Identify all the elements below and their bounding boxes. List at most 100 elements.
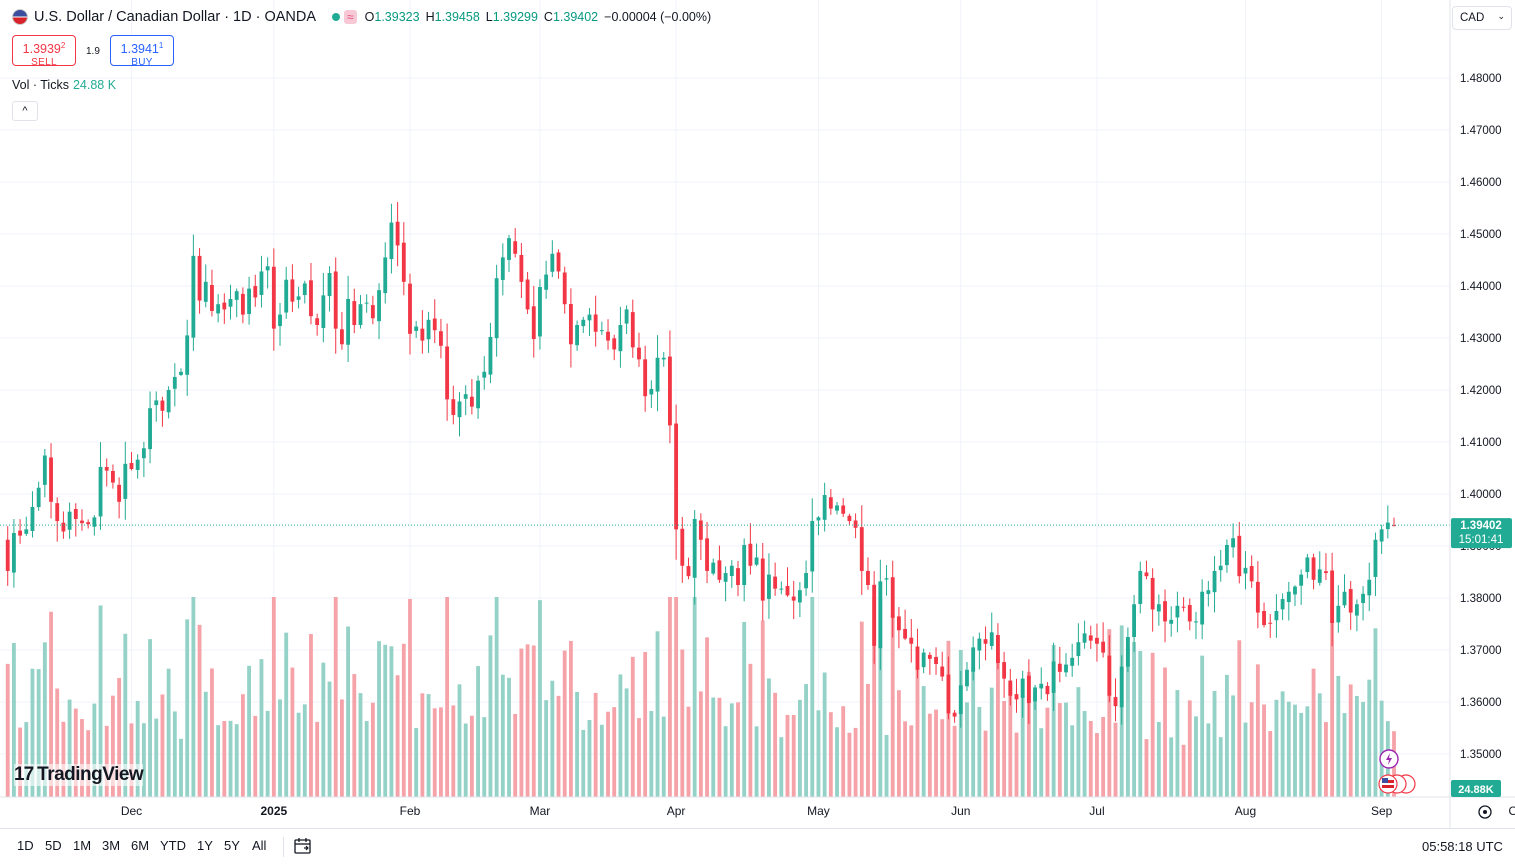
candle-body bbox=[1212, 570, 1217, 593]
range-6m-button[interactable]: 6M bbox=[131, 838, 150, 853]
tradingview-logo[interactable]: 17 TradingView bbox=[14, 764, 144, 786]
candle-body bbox=[203, 281, 208, 302]
price-scale[interactable]: 1.350001.360001.370001.380001.390001.400… bbox=[1460, 73, 1502, 761]
candle-body bbox=[148, 408, 152, 450]
chart-area[interactable]: 1.350001.360001.370001.380001.390001.400… bbox=[0, 0, 1515, 828]
volume-bar bbox=[698, 691, 703, 797]
candle-body bbox=[414, 326, 419, 331]
volume-bar bbox=[234, 724, 239, 797]
price-chart[interactable]: 1.350001.360001.370001.380001.390001.400… bbox=[0, 0, 1515, 828]
symbol-legend: U.S. Dollar / Canadian Dollar · 1D · OAN… bbox=[12, 9, 717, 25]
candle-body bbox=[934, 656, 938, 665]
volume-bar bbox=[1082, 711, 1087, 797]
candle-body bbox=[599, 330, 604, 332]
economic-events-flags-icon[interactable] bbox=[1378, 774, 1416, 794]
volume-bar bbox=[804, 684, 808, 797]
range-3m-button[interactable]: 3M bbox=[102, 838, 121, 853]
range-5d-button[interactable]: 5D bbox=[45, 838, 62, 853]
volume-bar bbox=[210, 668, 214, 797]
volume-bar bbox=[1175, 690, 1180, 797]
volume-bar bbox=[884, 734, 889, 797]
candle-body bbox=[210, 284, 214, 311]
volume-bar bbox=[773, 692, 778, 797]
volume-bar bbox=[1169, 737, 1174, 797]
candle-body bbox=[698, 520, 703, 540]
sell-button[interactable]: 1.39392 SELL bbox=[12, 35, 76, 68]
candle-body bbox=[278, 314, 282, 327]
candle-body bbox=[401, 242, 406, 282]
volume-bar bbox=[878, 597, 883, 797]
range-5y-button[interactable]: 5Y bbox=[224, 838, 240, 853]
candle-body bbox=[123, 463, 128, 499]
volume-bar bbox=[742, 621, 747, 797]
volume-bar bbox=[1101, 716, 1106, 797]
candle-body bbox=[377, 290, 381, 322]
range-1m-button[interactable]: 1M bbox=[73, 838, 92, 853]
candle-body bbox=[129, 462, 134, 470]
candle-body bbox=[166, 390, 171, 413]
candle-body bbox=[668, 356, 672, 426]
candle-body bbox=[1361, 593, 1365, 604]
candle-body bbox=[711, 562, 716, 574]
candle-body bbox=[445, 346, 450, 400]
volume-bar bbox=[1138, 651, 1143, 797]
candle-body bbox=[859, 527, 864, 571]
timezone-settings-icon[interactable] bbox=[1478, 805, 1492, 819]
volume-bar bbox=[1268, 731, 1273, 797]
clock-utc[interactable]: 05:58:18 UTC bbox=[1422, 839, 1503, 854]
candle-body bbox=[568, 303, 573, 345]
candle-body bbox=[742, 544, 747, 586]
volume-bar bbox=[1330, 603, 1335, 797]
volume-bar bbox=[1187, 700, 1192, 797]
volume-bar bbox=[451, 705, 456, 797]
range-all-button[interactable]: All bbox=[252, 838, 267, 853]
candle-body bbox=[1194, 621, 1198, 623]
volume-bar bbox=[290, 667, 295, 797]
volume-bar bbox=[457, 684, 462, 797]
volume-bar bbox=[259, 659, 264, 797]
volume-legend[interactable]: Vol · Ticks 24.88 K bbox=[12, 78, 116, 92]
collapse-legend-button[interactable]: ^ bbox=[12, 101, 38, 121]
time-tick-label: Aug bbox=[1235, 804, 1256, 818]
volume-bar bbox=[1200, 655, 1205, 797]
candle-body bbox=[488, 336, 493, 375]
market-status-icon[interactable] bbox=[332, 13, 341, 21]
candle-body bbox=[513, 241, 518, 254]
buy-button[interactable]: 1.39411 BUY bbox=[110, 35, 174, 68]
candlesticks bbox=[5, 202, 1396, 728]
candle-body bbox=[296, 296, 301, 300]
last-price-tag: 1.39402 15:01:41 bbox=[1451, 518, 1512, 549]
range-1y-button[interactable]: 1Y bbox=[197, 838, 213, 853]
volume-bar bbox=[1144, 739, 1149, 797]
symbol-title[interactable]: U.S. Dollar / Canadian Dollar · 1D · OAN… bbox=[34, 9, 317, 25]
sell-price-pip: 2 bbox=[60, 41, 66, 50]
range-1d-button[interactable]: 1D bbox=[17, 838, 34, 853]
time-scale[interactable]: Dec 2025 Feb Mar Apr May Jun Jul Aug Sep Oct bbox=[121, 804, 1515, 818]
candle-body bbox=[587, 314, 592, 321]
volume-bar bbox=[1367, 679, 1372, 797]
candle-body bbox=[748, 543, 753, 566]
volume-bar bbox=[686, 706, 691, 797]
candle-body bbox=[680, 528, 685, 566]
volume-bar bbox=[717, 697, 722, 797]
lightning-event-icon[interactable] bbox=[1379, 749, 1399, 769]
candle-body bbox=[160, 400, 165, 411]
candle-body bbox=[686, 566, 691, 577]
candle-body bbox=[191, 255, 196, 338]
candle-body bbox=[1045, 685, 1050, 695]
price-tick-label: 1.40000 bbox=[1460, 489, 1502, 501]
candle-body bbox=[878, 581, 883, 649]
time-tick-label: Sep bbox=[1371, 804, 1393, 818]
volume-bar bbox=[445, 597, 450, 797]
volume-bar bbox=[5, 663, 10, 797]
volume-bar bbox=[123, 633, 128, 797]
data-badge-icon[interactable]: ≈ bbox=[344, 10, 357, 24]
volume-bar bbox=[705, 637, 709, 797]
range-ytd-button[interactable]: YTD bbox=[160, 838, 186, 853]
tradingview-wordmark: TradingView bbox=[37, 764, 144, 785]
chevron-up-icon: ^ bbox=[22, 105, 28, 117]
currency-select[interactable]: CAD ⌄ bbox=[1452, 6, 1512, 30]
calendar-goto-icon[interactable] bbox=[292, 836, 314, 856]
candle-body bbox=[804, 573, 808, 589]
volume-bar bbox=[810, 597, 815, 797]
